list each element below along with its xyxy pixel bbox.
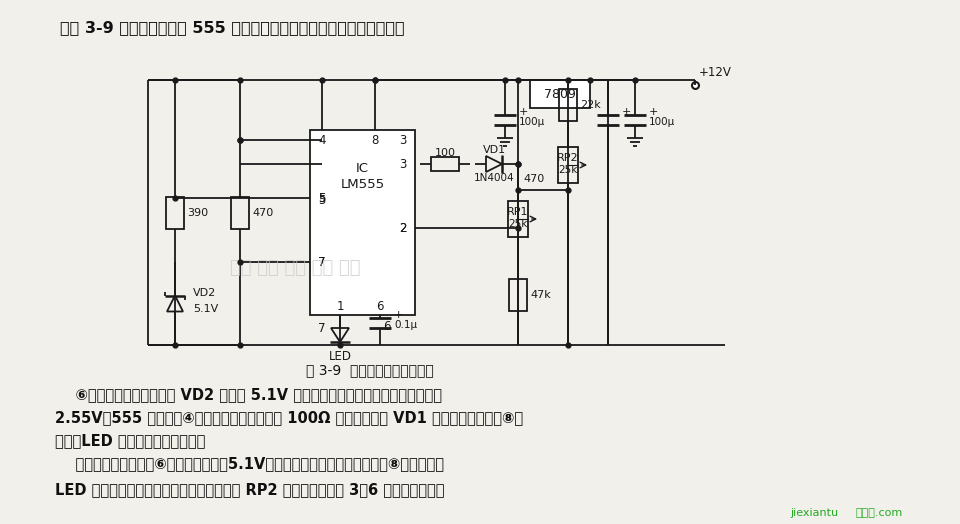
Text: 100μ: 100μ bbox=[519, 117, 545, 127]
Text: 接线图.com: 接线图.com bbox=[855, 508, 902, 518]
Text: 5: 5 bbox=[319, 191, 325, 204]
Bar bbox=[310, 130, 415, 315]
Text: 390: 390 bbox=[187, 208, 208, 217]
Text: 6: 6 bbox=[376, 300, 384, 313]
Text: ⑥脚的输入由齐纳二极管 VD2 稳压在 5.1V 作为参考电压。如果充电电池电压低于: ⑥脚的输入由齐纳二极管 VD2 稳压在 5.1V 作为参考电压。如果充电电池电压… bbox=[55, 388, 442, 402]
Text: 如图 3-9 所示，此电路用 555 作比较器来控制镑镌电池组的充电电流。: 如图 3-9 所示，此电路用 555 作比较器来控制镑镌电池组的充电电流。 bbox=[60, 20, 404, 36]
Text: 6: 6 bbox=[383, 321, 391, 333]
Text: 1N4004: 1N4004 bbox=[473, 173, 515, 183]
Bar bbox=[231, 196, 249, 228]
Text: +: + bbox=[394, 310, 403, 320]
Text: 2: 2 bbox=[399, 222, 407, 235]
Bar bbox=[508, 201, 528, 237]
Text: LED 停止发光。门限电压还可以用微调电阵 RP2 设定，以适应对 3～6 节电池的充电。: LED 停止发光。门限电压还可以用微调电阵 RP2 设定，以适应对 3～6 节电… bbox=[55, 483, 444, 497]
Text: jiexiantu: jiexiantu bbox=[790, 508, 838, 518]
Text: 7: 7 bbox=[319, 322, 325, 334]
Text: 470: 470 bbox=[523, 174, 544, 184]
Text: 100μ: 100μ bbox=[649, 117, 675, 127]
Bar bbox=[559, 89, 577, 121]
Text: 0.1μ: 0.1μ bbox=[394, 320, 418, 330]
Text: 3: 3 bbox=[399, 158, 407, 170]
Text: 7809: 7809 bbox=[544, 88, 576, 101]
Text: +12V: +12V bbox=[699, 66, 732, 79]
Text: 5: 5 bbox=[319, 193, 325, 206]
Text: 470: 470 bbox=[252, 208, 274, 217]
Text: 5.1V: 5.1V bbox=[193, 303, 218, 313]
Text: LED: LED bbox=[328, 351, 351, 364]
Text: 图 3-9  电压调节充电器电路图: 图 3-9 电压调节充电器电路图 bbox=[306, 363, 434, 377]
Text: VD2: VD2 bbox=[193, 289, 216, 299]
Text: 2: 2 bbox=[399, 222, 407, 235]
Bar bbox=[558, 147, 578, 183]
Text: RP1: RP1 bbox=[507, 207, 529, 217]
Text: 7: 7 bbox=[319, 256, 325, 268]
Text: RP2: RP2 bbox=[557, 153, 579, 163]
Text: 3: 3 bbox=[399, 134, 407, 147]
Text: 4: 4 bbox=[319, 134, 325, 147]
Text: 22k: 22k bbox=[580, 100, 601, 110]
Text: 7: 7 bbox=[319, 256, 325, 268]
Text: 47k: 47k bbox=[530, 289, 551, 300]
Text: 当充电电池电压高于⑥脚的阈値电压（5.1V）时，定时器复位，停止充电，⑧脚则导通，: 当充电电池电压高于⑥脚的阈値电压（5.1V）时，定时器复位，停止充电，⑧脚则导通… bbox=[55, 456, 444, 472]
Bar bbox=[431, 157, 459, 171]
Text: 5: 5 bbox=[319, 191, 325, 204]
Text: 断开，LED 点亮，指示正在充电。: 断开，LED 点亮，指示正在充电。 bbox=[55, 433, 205, 449]
Text: 1: 1 bbox=[336, 300, 344, 313]
Text: 25k: 25k bbox=[559, 165, 578, 175]
Text: 25k: 25k bbox=[508, 219, 528, 229]
Text: 100: 100 bbox=[435, 148, 455, 158]
Bar bbox=[166, 196, 184, 228]
Text: 杭州 奥富 电子 有限 公司: 杭州 奥富 电子 有限 公司 bbox=[229, 259, 360, 277]
Text: +: + bbox=[622, 107, 632, 117]
Text: IC: IC bbox=[356, 161, 369, 174]
Bar bbox=[509, 278, 527, 311]
Bar bbox=[530, 80, 590, 108]
Text: 8: 8 bbox=[372, 134, 378, 147]
Text: LM555: LM555 bbox=[341, 179, 385, 191]
Text: VD1: VD1 bbox=[483, 145, 506, 155]
Text: 2.55V，555 被触发，④脚输出变为高电平，经 100Ω 电阵和二极管 VD1 向电池充电。此时⑧脚: 2.55V，555 被触发，④脚输出变为高电平，经 100Ω 电阵和二极管 VD… bbox=[55, 410, 523, 425]
Text: +: + bbox=[649, 107, 659, 117]
Text: +: + bbox=[519, 107, 528, 117]
